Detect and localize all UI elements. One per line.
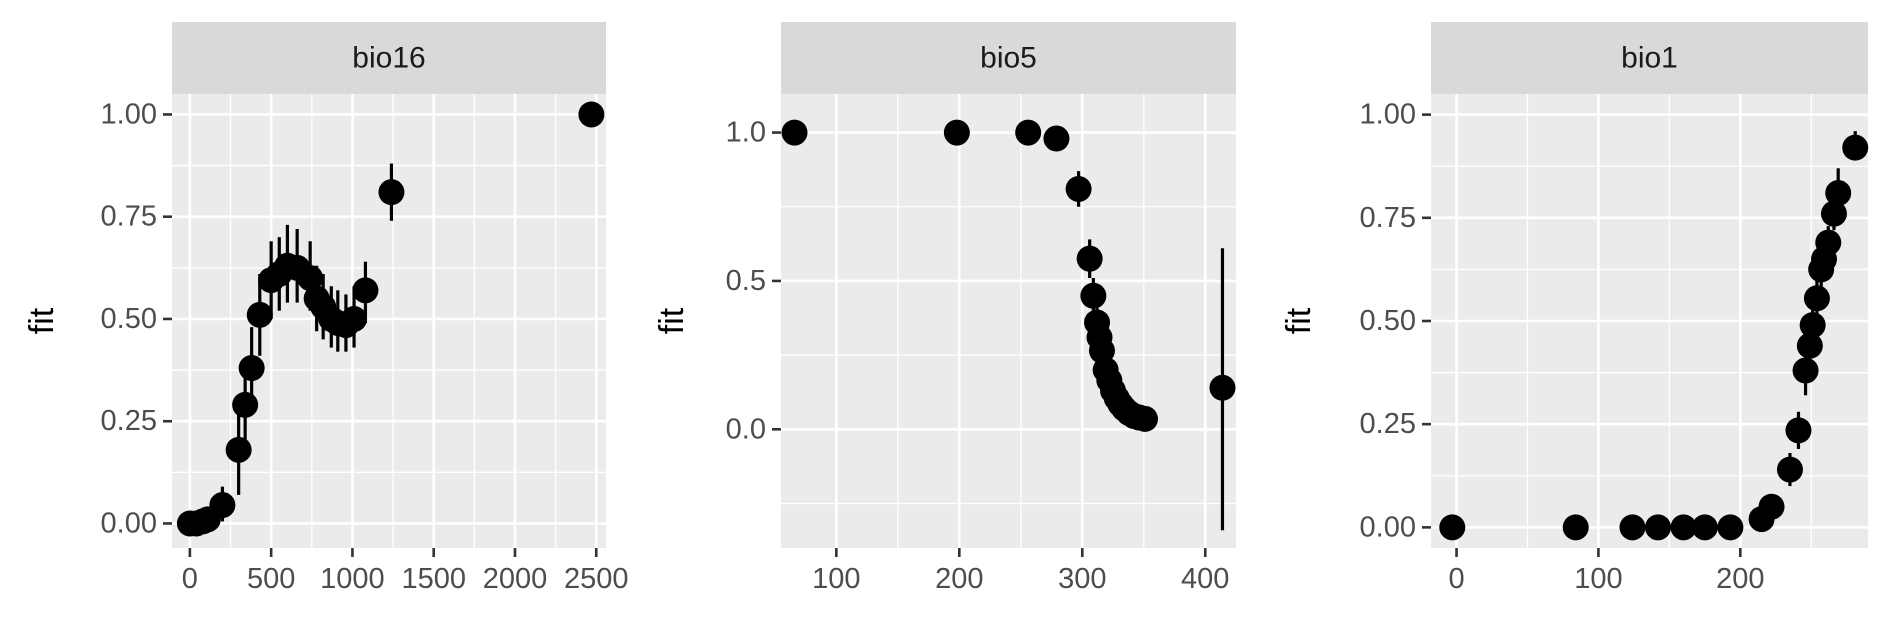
data-point [225, 436, 252, 463]
data-point [209, 492, 236, 519]
data-point [1080, 282, 1107, 309]
y-axis-title: fit [1280, 307, 1318, 334]
plot-area [781, 94, 1236, 548]
x-tick-label: 400 [1181, 563, 1229, 595]
data-point [1209, 374, 1236, 401]
y-tick-label: 0.0 [726, 413, 766, 445]
data-point [781, 119, 808, 146]
data-point [1785, 417, 1812, 444]
x-tick-label: 0 [182, 563, 198, 595]
x-tick-label: 1000 [320, 563, 385, 595]
data-point [1015, 119, 1042, 146]
y-axis-title: fit [653, 307, 691, 334]
facet-panel-bio16: bio16 0 500 1000 1500 2000 2500 0.00 0.25 0.50 0.… [23, 22, 629, 595]
y-tick-label: 0.00 [1360, 511, 1416, 543]
facet-title: bio5 [980, 42, 1037, 75]
data-point [1065, 175, 1092, 202]
y-tick-label: 0.75 [101, 201, 157, 233]
data-point [1799, 312, 1826, 339]
data-point [1043, 125, 1070, 152]
facet-panel-bio5: bio5 100 200 300 400 0.0 0.5 1.0 fit [653, 22, 1236, 595]
x-tick-label: 2500 [564, 563, 629, 595]
facet-strip [172, 22, 606, 94]
data-point [1439, 514, 1466, 541]
data-point [1562, 514, 1589, 541]
y-tick-label: 0.5 [726, 265, 766, 297]
data-point [1691, 514, 1718, 541]
gridlines [172, 94, 606, 548]
y-tick-label: 0.00 [101, 507, 157, 539]
data-point [238, 355, 265, 382]
gridlines [1431, 94, 1868, 548]
x-tick-label: 1500 [401, 563, 466, 595]
data-point [1076, 245, 1103, 272]
axis-ticks: 100 200 300 400 0.0 0.5 1.0 [726, 117, 1230, 595]
x-tick-label: 100 [1574, 563, 1622, 595]
data-point [1792, 357, 1819, 384]
data-marks [781, 119, 1236, 531]
y-axis-title: fit [23, 307, 61, 334]
data-point [1776, 456, 1803, 483]
facet-strip [781, 22, 1236, 94]
x-tick-label: 100 [812, 563, 860, 595]
x-tick-label: 2000 [483, 563, 548, 595]
y-tick-label: 0.75 [1360, 202, 1416, 234]
facet-panel-bio1: bio1 0 100 200 0.00 0.25 0.50 0.75 1.00 fit [1280, 22, 1869, 595]
data-point [1670, 514, 1697, 541]
x-tick-label: 200 [935, 563, 983, 595]
data-point [1825, 180, 1852, 207]
data-point [1758, 493, 1785, 520]
y-tick-label: 0.50 [1360, 305, 1416, 337]
facet-title: bio1 [1621, 42, 1678, 75]
axis-ticks: 0 500 1000 1500 2000 2500 0.00 0.25 0.50 0.75 1.00 [101, 98, 629, 595]
data-marks [176, 101, 605, 537]
facet-strip [1431, 22, 1868, 94]
data-point [1717, 514, 1744, 541]
data-point [1842, 134, 1869, 161]
data-point [1815, 229, 1842, 256]
x-tick-label: 0 [1448, 563, 1464, 595]
x-tick-label: 300 [1058, 563, 1106, 595]
data-point [1645, 514, 1672, 541]
data-point [378, 179, 405, 206]
data-point [943, 119, 970, 146]
data-point [297, 265, 324, 292]
data-point [1803, 285, 1830, 312]
data-point [1132, 405, 1158, 432]
data-point [246, 301, 273, 328]
y-tick-label: 0.25 [101, 405, 157, 437]
y-tick-label: 1.0 [726, 117, 766, 149]
x-tick-label: 200 [1716, 563, 1764, 595]
data-point [1820, 200, 1847, 227]
facet-title: bio16 [352, 42, 425, 75]
data-point [578, 101, 605, 128]
data-point [352, 277, 379, 304]
data-point [1619, 514, 1646, 541]
y-tick-label: 1.00 [1360, 99, 1416, 131]
y-tick-label: 1.00 [101, 98, 157, 130]
y-tick-label: 0.50 [101, 303, 157, 335]
y-tick-label: 0.25 [1360, 408, 1416, 440]
data-point [1088, 337, 1115, 364]
data-marks [1439, 131, 1869, 541]
gridlines [781, 94, 1236, 548]
axis-ticks: 0 100 200 0.00 0.25 0.50 0.75 1.00 [1360, 99, 1765, 595]
x-tick-label: 500 [247, 563, 295, 595]
data-point [341, 305, 368, 332]
data-point [232, 391, 259, 418]
data-point [1796, 332, 1823, 359]
